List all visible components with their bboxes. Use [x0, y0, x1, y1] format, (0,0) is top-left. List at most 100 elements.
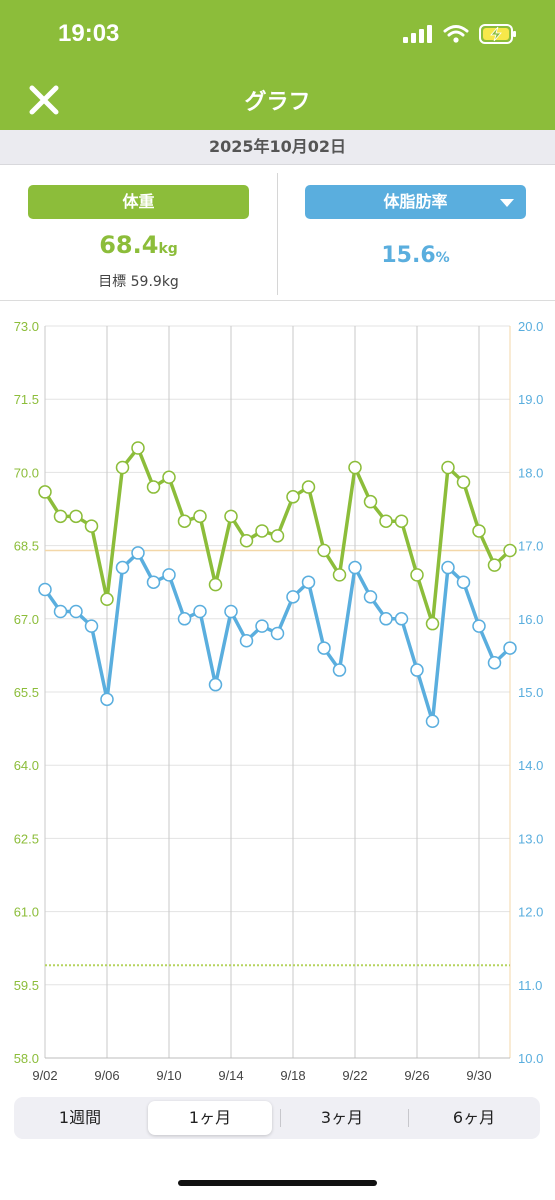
body-fat-data-point	[441, 560, 455, 575]
weight-button[interactable]: 体重	[28, 185, 249, 219]
weight-data-point	[472, 524, 486, 538]
body-fat-data-point	[332, 663, 347, 677]
divider	[277, 173, 278, 295]
body-fat-data-point	[456, 575, 471, 589]
y-left-tick-label: 67.0	[14, 612, 39, 627]
weight-bodyfat-chart[interactable]: 73.0 71.5 70.0 68.5 67.0 65.5 64.0 62.5 61.0 59.5…	[0, 300, 555, 1090]
metrics-panel: 体重 68.4kg 目標 59.9kg 体脂肪率 15.6%	[0, 165, 555, 301]
x-tick-label: 9/30	[466, 1068, 491, 1083]
body-fat-data-point	[115, 560, 130, 575]
weight-data-point	[410, 568, 424, 582]
wifi-icon	[443, 25, 469, 43]
y-right-tick-label: 16.0	[518, 612, 543, 627]
weight-value: 68.4kg	[28, 231, 249, 259]
x-tick-label: 9/14	[218, 1068, 243, 1083]
y-left-tick-label: 68.5	[14, 539, 39, 554]
body-fat-data-point	[177, 612, 192, 626]
segment-3-months[interactable]: 3ヶ月	[320, 1108, 364, 1127]
weight-data-point	[100, 592, 114, 607]
weight-data-point	[317, 543, 331, 558]
body-fat-data-point	[84, 619, 99, 633]
body-fat-data-point	[348, 560, 362, 575]
period-segmented-control: 1週間 1ヶ月 3ヶ月 6ヶ月	[14, 1097, 540, 1139]
segment-1-month[interactable]: 1ヶ月	[148, 1101, 272, 1135]
y-left-tick-label: 65.5	[14, 685, 39, 700]
body-fat-value: 15.6%	[305, 243, 526, 268]
weight-data-point	[146, 480, 161, 494]
body-fat-data-point	[38, 582, 52, 597]
body-fat-data-point	[162, 568, 176, 582]
y-right-tick-label: 18.0	[518, 465, 543, 480]
body-fat-data-point	[69, 604, 83, 619]
weight-data-point	[131, 441, 145, 455]
y-left-tick-label: 62.5	[14, 831, 39, 846]
segment-6-months[interactable]: 6ヶ月	[452, 1108, 496, 1127]
weight-data-point	[456, 475, 471, 489]
close-icon	[29, 85, 59, 115]
weight-data-point	[162, 470, 176, 485]
weight-data-point	[224, 509, 238, 524]
status-time: 19:03	[58, 20, 120, 47]
y-right-tick-label: 17.0	[518, 539, 543, 554]
x-tick-label: 9/26	[404, 1068, 429, 1083]
weight-data-point	[69, 509, 83, 524]
segment-separator	[280, 1109, 281, 1127]
segment-1-week[interactable]: 1週間	[58, 1108, 102, 1127]
y-left-tick-label: 70.0	[14, 465, 39, 480]
weight-data-point	[208, 577, 223, 592]
y-left-tick-label: 58.0	[14, 1051, 39, 1066]
body-fat-data-point	[487, 655, 502, 670]
page-title: グラフ	[244, 90, 311, 115]
body-fat-data-point	[301, 575, 316, 589]
weight-data-point	[394, 514, 409, 528]
body-fat-unit: %	[435, 250, 450, 266]
weight-data-point	[53, 509, 68, 524]
weight-data-point	[115, 460, 130, 475]
close-button[interactable]	[26, 82, 62, 118]
y-right-tick-label: 11.0	[518, 978, 542, 993]
home-indicator	[178, 1180, 377, 1186]
body-fat-data-point	[286, 590, 300, 604]
x-tick-label: 9/22	[342, 1068, 367, 1083]
battery-charging-icon	[479, 24, 516, 44]
x-tick-label: 9/02	[32, 1068, 57, 1083]
weight-data-point	[270, 529, 285, 543]
weight-value-number: 68.4	[99, 231, 159, 259]
body-fat-dropdown[interactable]: 体脂肪率	[305, 185, 526, 219]
body-fat-data-point	[379, 612, 393, 626]
body-fat-data-point	[503, 641, 517, 655]
body-fat-label: 体脂肪率	[383, 192, 448, 211]
y-right-tick-label: 19.0	[518, 392, 543, 407]
status-icons	[403, 24, 517, 44]
body-fat-data-point	[255, 619, 269, 633]
y-right-tick-label: 13.0	[518, 831, 543, 846]
weight-data-point	[425, 616, 440, 631]
weight-data-point	[239, 533, 254, 548]
body-fat-data-point	[363, 590, 378, 604]
nav-bar: グラフ	[0, 72, 555, 130]
body-fat-data-point	[317, 641, 331, 655]
y-right-tick-label: 20.0	[518, 319, 543, 334]
body-fat-data-point	[472, 619, 486, 633]
y-left-tick-label: 71.5	[14, 392, 39, 407]
chevron-down-icon	[500, 199, 514, 207]
weight-data-point	[487, 558, 502, 572]
y-left-tick-label: 61.0	[14, 905, 39, 920]
weight-data-point	[177, 514, 192, 528]
date-label: 2025年10月02日	[0, 130, 555, 165]
weight-unit: kg	[158, 241, 178, 257]
body-fat-data-point	[208, 677, 223, 692]
segment-separator	[408, 1109, 409, 1127]
weight-data-point	[38, 485, 52, 499]
body-fat-data-point	[394, 612, 409, 626]
y-left-tick-label: 64.0	[14, 758, 39, 773]
body-fat-data-point	[224, 604, 238, 619]
y-right-tick-label: 15.0	[518, 685, 543, 700]
weight-data-point	[84, 519, 99, 533]
y-right-tick-label: 14.0	[518, 758, 543, 773]
weight-data-point	[286, 490, 300, 504]
weight-data-point	[255, 524, 269, 538]
signal-icon	[403, 25, 432, 43]
weight-data-point	[441, 460, 455, 475]
x-tick-label: 9/18	[280, 1068, 305, 1083]
